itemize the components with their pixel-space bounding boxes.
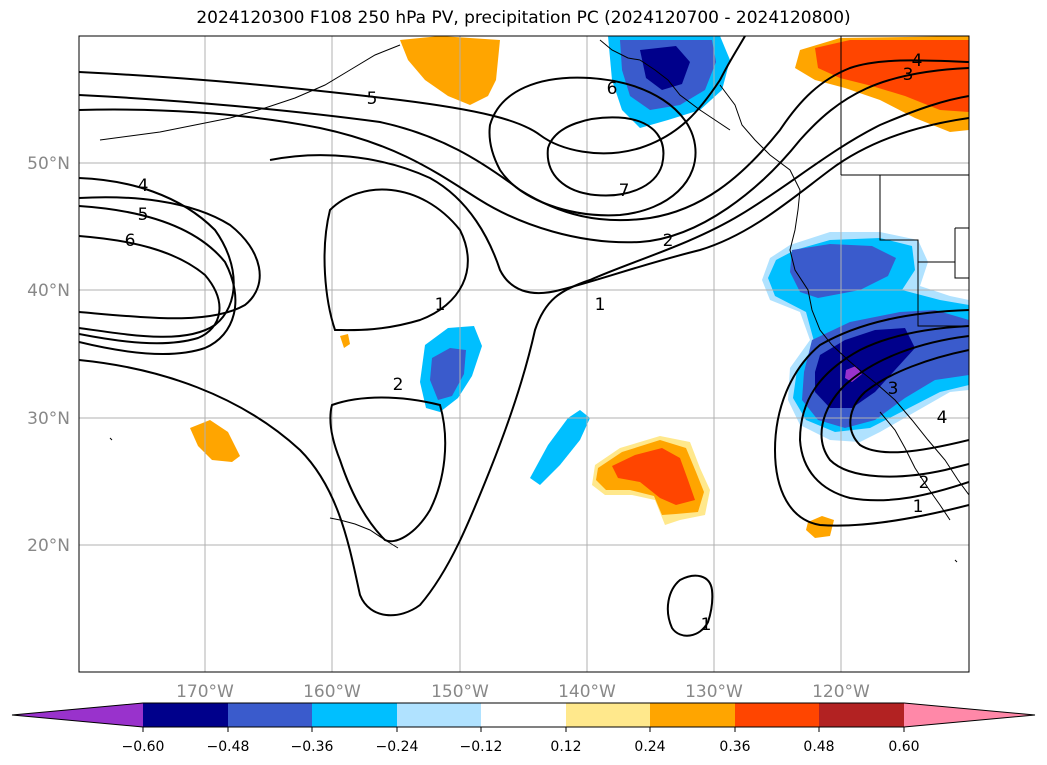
lat-label: 30°N — [27, 409, 70, 429]
contour-label: 4 — [138, 176, 149, 196]
lon-label: 130°W — [685, 682, 743, 702]
contour-label: 7 — [619, 181, 630, 201]
contour-label: 1 — [435, 295, 446, 315]
colorbar-segment — [735, 703, 819, 727]
contour-label: 3 — [888, 379, 899, 399]
contour-label: 6 — [125, 231, 136, 251]
map-frame — [78, 35, 970, 673]
contour-label: 1 — [595, 295, 606, 315]
colorbar: −0.60 −0.48 −0.36 −0.24 −0.12 0.12 0.24 … — [11, 702, 1036, 755]
colorbar-segment — [143, 703, 228, 727]
colorbar-segment — [312, 703, 397, 727]
colorbar-tick: −0.36 — [291, 739, 334, 755]
colorbar-segment — [397, 703, 481, 727]
colorbar-segment — [228, 703, 312, 727]
positive-anomaly-aleutians — [400, 36, 500, 105]
colorbar-tick: 0.60 — [888, 739, 919, 755]
contour-label: 5 — [138, 205, 149, 225]
pv-contours — [79, 36, 969, 637]
colorbar-segment — [566, 703, 650, 727]
lat-label: 50°N — [27, 154, 70, 174]
pv-contour-labels: 4 5 6 1 2 5 6 7 2 1 1 3 4 3 4 2 1 1 — [125, 51, 948, 635]
contour-label: 2 — [393, 375, 404, 395]
colorbar-segment — [819, 703, 904, 727]
lat-label: 20°N — [27, 536, 70, 556]
colorbar-extend-low — [12, 703, 143, 727]
contour-label: 5 — [367, 89, 378, 109]
colorbar-tick: −0.12 — [460, 739, 503, 755]
lon-label: 150°W — [431, 682, 489, 702]
contour-label: 1 — [701, 615, 712, 635]
colorbar-tick: −0.24 — [376, 739, 419, 755]
lon-label: 160°W — [303, 682, 361, 702]
colorbar-tick: 0.48 — [803, 739, 834, 755]
lon-label: 120°W — [812, 682, 870, 702]
colorbar-extend-high — [904, 703, 1035, 727]
lon-label: 170°W — [176, 682, 234, 702]
colorbar-tick: −0.60 — [122, 739, 165, 755]
positive-anomaly-baja — [806, 516, 834, 538]
colorbar-tick: 0.36 — [719, 739, 750, 755]
contour-label: 4 — [912, 51, 923, 71]
colorbar-segment — [650, 703, 735, 727]
lat-label: 40°N — [27, 281, 70, 301]
contour-label: 2 — [663, 231, 674, 251]
contour-label: 1 — [913, 497, 924, 517]
colorbar-tick: −0.48 — [207, 739, 250, 755]
positive-anomaly-west — [190, 420, 240, 462]
colorbar-segment — [481, 703, 566, 727]
lon-axis: 170°W 160°W 150°W 140°W 130°W 120°W — [176, 682, 870, 702]
contour-label: 6 — [607, 79, 618, 99]
contour-label: 2 — [919, 473, 930, 493]
negative-anomaly-subtropics — [530, 410, 590, 485]
contour-label: 4 — [937, 408, 948, 428]
map-title: 2024120300 F108 250 hPa PV, precipitatio… — [196, 8, 851, 28]
colorbar-tick: 0.12 — [550, 739, 581, 755]
colorbar-tick: 0.24 — [634, 739, 665, 755]
contour-label: 3 — [903, 65, 914, 85]
lat-axis: 50°N 40°N 30°N 20°N — [27, 154, 70, 556]
lon-label: 140°W — [558, 682, 616, 702]
map-plot-area: 4 5 6 1 2 5 6 7 2 1 1 3 4 3 4 2 1 1 — [79, 36, 969, 672]
